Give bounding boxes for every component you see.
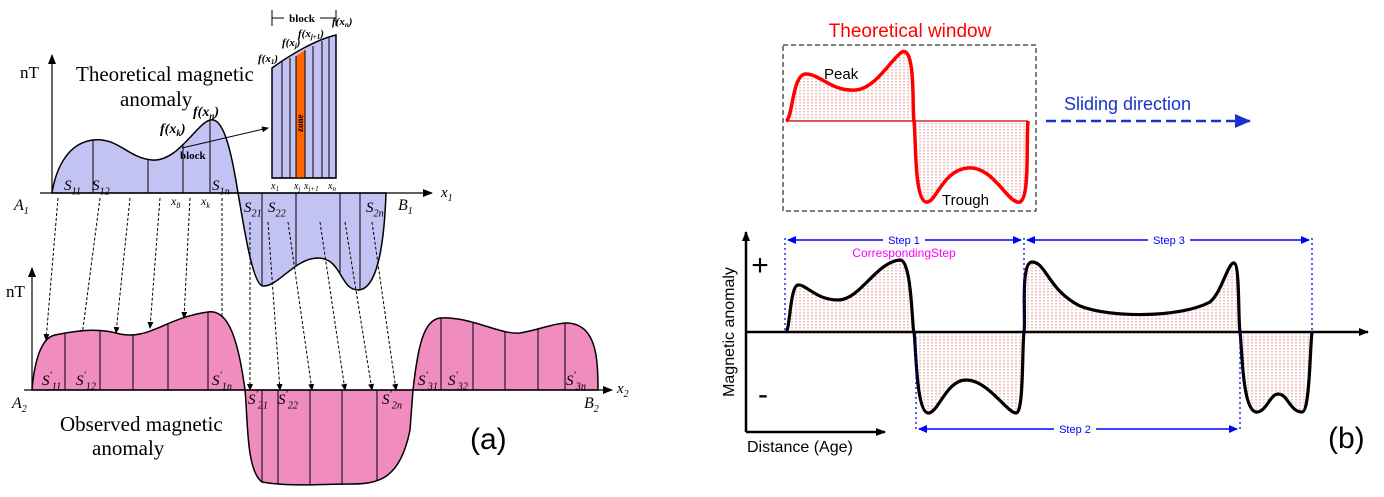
panel-b: Theoretical window Peak Trough Sliding d… bbox=[721, 21, 1369, 456]
step-dividers bbox=[784, 238, 1313, 432]
inset-fx-label: f(xj+1) bbox=[298, 28, 324, 41]
trough-label: Trough bbox=[942, 192, 989, 209]
correspondence-arrow bbox=[344, 221, 375, 391]
inset-block-label: block bbox=[289, 13, 316, 25]
inset-x-label: xn bbox=[327, 181, 336, 193]
correspondence-arrow bbox=[371, 221, 399, 391]
theoretical-window-box bbox=[782, 44, 1037, 212]
plus-sign: + bbox=[751, 249, 769, 282]
sliding-direction-label: Sliding direction bbox=[1064, 94, 1191, 114]
point-B2: B2 bbox=[584, 395, 599, 415]
correspondence-arrow bbox=[267, 221, 283, 391]
observed-anomaly-curve-group bbox=[31, 311, 599, 486]
bottom-area-label: S′1n bbox=[212, 370, 232, 392]
correspondence-arrow bbox=[43, 197, 59, 341]
top-area-label: S11 bbox=[64, 178, 81, 198]
inset-x-label: x1 bbox=[270, 181, 279, 193]
fxk-label: f(xk) bbox=[160, 122, 186, 138]
correspondence-arrows bbox=[43, 197, 399, 391]
inset-strip-lines bbox=[281, 38, 330, 178]
main-curve bbox=[784, 258, 1314, 415]
panel-b-label: (b) bbox=[1328, 422, 1365, 455]
top-area-label: S2n bbox=[366, 200, 384, 220]
top-area-label: S22 bbox=[268, 200, 286, 220]
observed-title-line2: anomaly bbox=[92, 436, 165, 460]
point-A1: A1 bbox=[13, 197, 29, 217]
theoretical-title-line1: Theoretical magnetic bbox=[76, 62, 254, 86]
inset-fx-label: f(xn) bbox=[332, 16, 352, 29]
inset-zone bbox=[296, 50, 305, 178]
bottom-area-label: S′11 bbox=[42, 370, 61, 392]
step3-label: Step 3 bbox=[1153, 235, 1185, 247]
panel-a: nT x1 Theoretical magnetic anomaly f(xk)… bbox=[6, 10, 629, 486]
bottom-y-axis-label: nT bbox=[6, 282, 26, 301]
top-x-axis-label: x1 bbox=[440, 185, 453, 204]
main-hatch bbox=[787, 259, 1312, 414]
inset-x-label: xj bbox=[293, 181, 300, 193]
bottom-area-label: S′31 bbox=[418, 370, 438, 392]
inset-block-diagram: zone block f(x1) f(xj)f(xj+1) f(xn) x1 xj xj… bbox=[258, 10, 352, 193]
correspondence-arrow bbox=[79, 197, 101, 337]
inset-fx-labels: f(x1) f(xj)f(xj+1) f(xn) bbox=[258, 16, 352, 66]
inset-x-labels: x1 xj xj+1 xn bbox=[270, 181, 336, 193]
block-pointer-label: block bbox=[180, 150, 207, 162]
tick-xk: xk bbox=[200, 194, 210, 210]
point-A2: A2 bbox=[11, 395, 27, 415]
top-area-label: S1n bbox=[212, 178, 230, 198]
peak-label: Peak bbox=[824, 66, 859, 83]
correspondence-arrow bbox=[287, 221, 315, 391]
step2-label-bg bbox=[1054, 422, 1096, 436]
bottom-area-label: S′3n bbox=[566, 370, 586, 392]
theoretical-area-labels: S11 S12 S1n S21 S22 S2n bbox=[64, 178, 384, 220]
observed-area-labels: S′11 S′12 S′1n S′21 S′22 S′2n S′31 S′32 S′3n bbox=[42, 370, 586, 411]
bottom-x-axis-label: x2 bbox=[616, 381, 629, 400]
correspondence-arrow bbox=[181, 197, 191, 319]
tick-x8: x8 bbox=[170, 194, 180, 210]
observed-anomaly-fill bbox=[31, 311, 599, 486]
fxn-label: f(xn) bbox=[193, 105, 219, 121]
correspondence-arrow bbox=[319, 221, 348, 391]
window-title: Theoretical window bbox=[829, 21, 992, 42]
x-axis-label: Distance (Age) bbox=[747, 439, 853, 456]
bottom-area-label: S′21 bbox=[248, 389, 268, 411]
step1-label: Step 1 bbox=[888, 235, 920, 247]
observed-title-line1: Observed magnetic bbox=[60, 412, 223, 436]
inset-zone-label: zone bbox=[295, 115, 305, 133]
bottom-area-label: S′22 bbox=[278, 389, 298, 411]
bottom-area-label: S′32 bbox=[448, 370, 468, 392]
minus-sign: - bbox=[758, 378, 768, 411]
inset-x-label: xj+1 bbox=[303, 181, 319, 193]
block-pointer-arrow bbox=[181, 126, 269, 149]
top-area-label: S12 bbox=[92, 178, 110, 198]
main-curve-group bbox=[784, 258, 1314, 415]
step2-label: Step 2 bbox=[1059, 424, 1091, 436]
step3-label-bg bbox=[1148, 233, 1190, 247]
point-B1: B1 bbox=[398, 197, 413, 217]
y-axis-label: Magnetic anomaly bbox=[721, 267, 738, 397]
theoretical-title-line2: anomaly bbox=[120, 87, 193, 111]
top-area-label: S21 bbox=[244, 200, 262, 220]
theoretical-anomaly-fill bbox=[51, 119, 387, 291]
bottom-area-label: S′2n bbox=[382, 389, 402, 411]
window-curve-group bbox=[784, 50, 1030, 204]
step1-label-bg bbox=[883, 233, 925, 247]
inset-fx-label: f(xj) bbox=[282, 37, 300, 50]
bottom-area-label: S′12 bbox=[76, 370, 96, 392]
corresponding-step-label: CorrespondingStep bbox=[852, 246, 956, 260]
panel-a-label: (a) bbox=[470, 423, 507, 456]
correspondence-arrow bbox=[147, 197, 161, 329]
correspondence-arrow bbox=[113, 197, 131, 334]
top-y-axis-label: nT bbox=[20, 63, 40, 82]
inset-fx-label: f(x1) bbox=[258, 53, 278, 66]
